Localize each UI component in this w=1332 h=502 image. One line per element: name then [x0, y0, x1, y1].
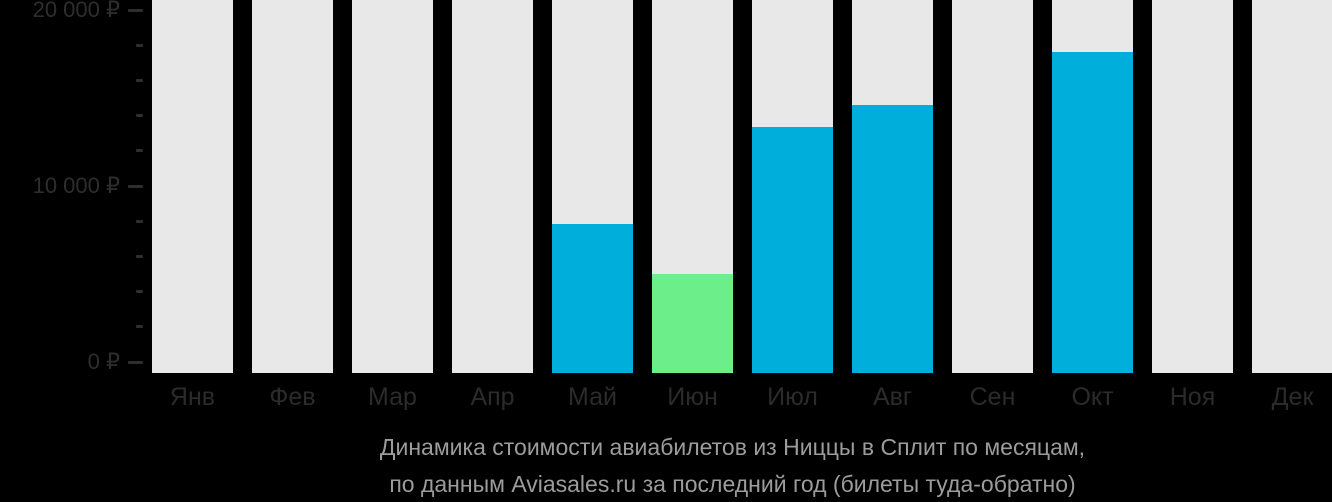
bar-column-Апр[interactable]	[452, 0, 533, 373]
placeholder-bar	[1252, 0, 1332, 373]
y-axis: 0 ₽ 10 000 ₽ 20 000 ₽	[0, 0, 152, 402]
y-minor-tick	[136, 149, 143, 153]
month-label: Ноя	[1169, 383, 1216, 411]
month-label: Апр	[470, 383, 515, 411]
y-major-tick	[128, 184, 143, 188]
y-minor-tick	[136, 254, 143, 258]
caption-line-2: по данным Aviasales.ru за последний год …	[389, 471, 1076, 497]
value-bar[interactable]	[1052, 52, 1133, 373]
y-minor-tick	[136, 325, 143, 329]
y-major-tick	[128, 360, 143, 364]
y-minor-tick	[136, 219, 143, 223]
y-minor-tick	[136, 290, 143, 294]
bar-column-Июн[interactable]	[652, 0, 733, 373]
bar-column-Май[interactable]	[552, 0, 633, 373]
y-tick-label: 0 ₽	[87, 349, 120, 374]
month-label: Авг	[872, 383, 913, 411]
value-bar[interactable]	[752, 127, 833, 373]
bar-column-Окт[interactable]	[1052, 0, 1133, 373]
month-label: Дек	[1271, 383, 1314, 411]
x-axis-month-labels: Янв Фев Мар Апр Май Июн Июл Авг Сен Окт Ноя Дек	[152, 383, 1332, 413]
month-label: Июн	[667, 383, 718, 411]
placeholder-bar	[252, 0, 333, 373]
value-bar[interactable]	[852, 105, 933, 373]
bar-column-Дек[interactable]	[1252, 0, 1332, 373]
value-bar[interactable]	[552, 223, 633, 373]
month-label: Май	[568, 383, 617, 411]
bar-column-Ноя[interactable]	[1152, 0, 1233, 373]
y-minor-tick	[136, 43, 143, 47]
y-tick-label: 20 000 ₽	[32, 0, 120, 22]
bar-column-Авг[interactable]	[852, 0, 933, 373]
placeholder-bar	[152, 0, 233, 373]
y-tick-label: 10 000 ₽	[32, 173, 120, 198]
month-label: Мар	[368, 383, 417, 411]
month-label: Окт	[1071, 383, 1114, 411]
placeholder-bar	[352, 0, 433, 373]
y-major-tick	[128, 8, 143, 12]
bar-column-Сен[interactable]	[952, 0, 1033, 373]
plot-area	[152, 0, 1332, 373]
value-bar[interactable]	[652, 274, 733, 373]
y-minor-tick	[136, 114, 143, 118]
month-label: Янв	[169, 383, 216, 411]
bar-column-Мар[interactable]	[352, 0, 433, 373]
month-label: Июл	[767, 383, 818, 411]
placeholder-bar	[452, 0, 533, 373]
placeholder-bar	[952, 0, 1033, 373]
caption-line-1: Динамика стоимости авиабилетов из Ниццы …	[379, 434, 1086, 460]
bar-column-Фев[interactable]	[252, 0, 333, 373]
placeholder-bar	[1152, 0, 1233, 373]
bar-column-Июл[interactable]	[752, 0, 833, 373]
month-label: Сен	[969, 383, 1016, 411]
month-label: Фев	[269, 383, 316, 411]
bar-column-Янв[interactable]	[152, 0, 233, 373]
chart-caption: Динамика стоимости авиабилетов из Ниццы …	[142, 429, 1323, 502]
y-minor-tick	[136, 78, 143, 82]
